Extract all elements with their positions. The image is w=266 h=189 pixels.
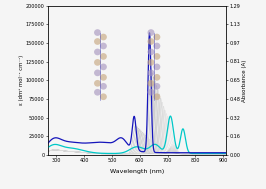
Ellipse shape: [94, 59, 101, 66]
Ellipse shape: [100, 74, 107, 81]
Ellipse shape: [100, 53, 107, 60]
Ellipse shape: [153, 74, 160, 81]
Ellipse shape: [100, 64, 107, 70]
Ellipse shape: [153, 64, 160, 70]
Ellipse shape: [94, 89, 101, 96]
Ellipse shape: [94, 38, 101, 45]
Ellipse shape: [94, 70, 101, 76]
Ellipse shape: [100, 83, 107, 90]
Ellipse shape: [100, 43, 107, 49]
Ellipse shape: [153, 93, 160, 100]
Ellipse shape: [148, 59, 155, 66]
Ellipse shape: [148, 80, 155, 87]
Ellipse shape: [94, 29, 101, 36]
Ellipse shape: [148, 49, 155, 55]
Ellipse shape: [100, 34, 107, 40]
Ellipse shape: [94, 80, 101, 87]
Ellipse shape: [153, 34, 160, 40]
Ellipse shape: [153, 43, 160, 49]
Ellipse shape: [100, 93, 107, 100]
Y-axis label: Absorbance (A): Absorbance (A): [242, 59, 247, 101]
Ellipse shape: [148, 70, 155, 76]
X-axis label: Wavelength (nm): Wavelength (nm): [110, 169, 164, 174]
Ellipse shape: [94, 49, 101, 55]
Ellipse shape: [153, 53, 160, 60]
Y-axis label: ε (dm³ mol⁻¹ cm⁻¹): ε (dm³ mol⁻¹ cm⁻¹): [19, 55, 24, 105]
Ellipse shape: [148, 89, 155, 96]
Ellipse shape: [148, 29, 155, 36]
Ellipse shape: [153, 83, 160, 90]
Ellipse shape: [148, 38, 155, 45]
